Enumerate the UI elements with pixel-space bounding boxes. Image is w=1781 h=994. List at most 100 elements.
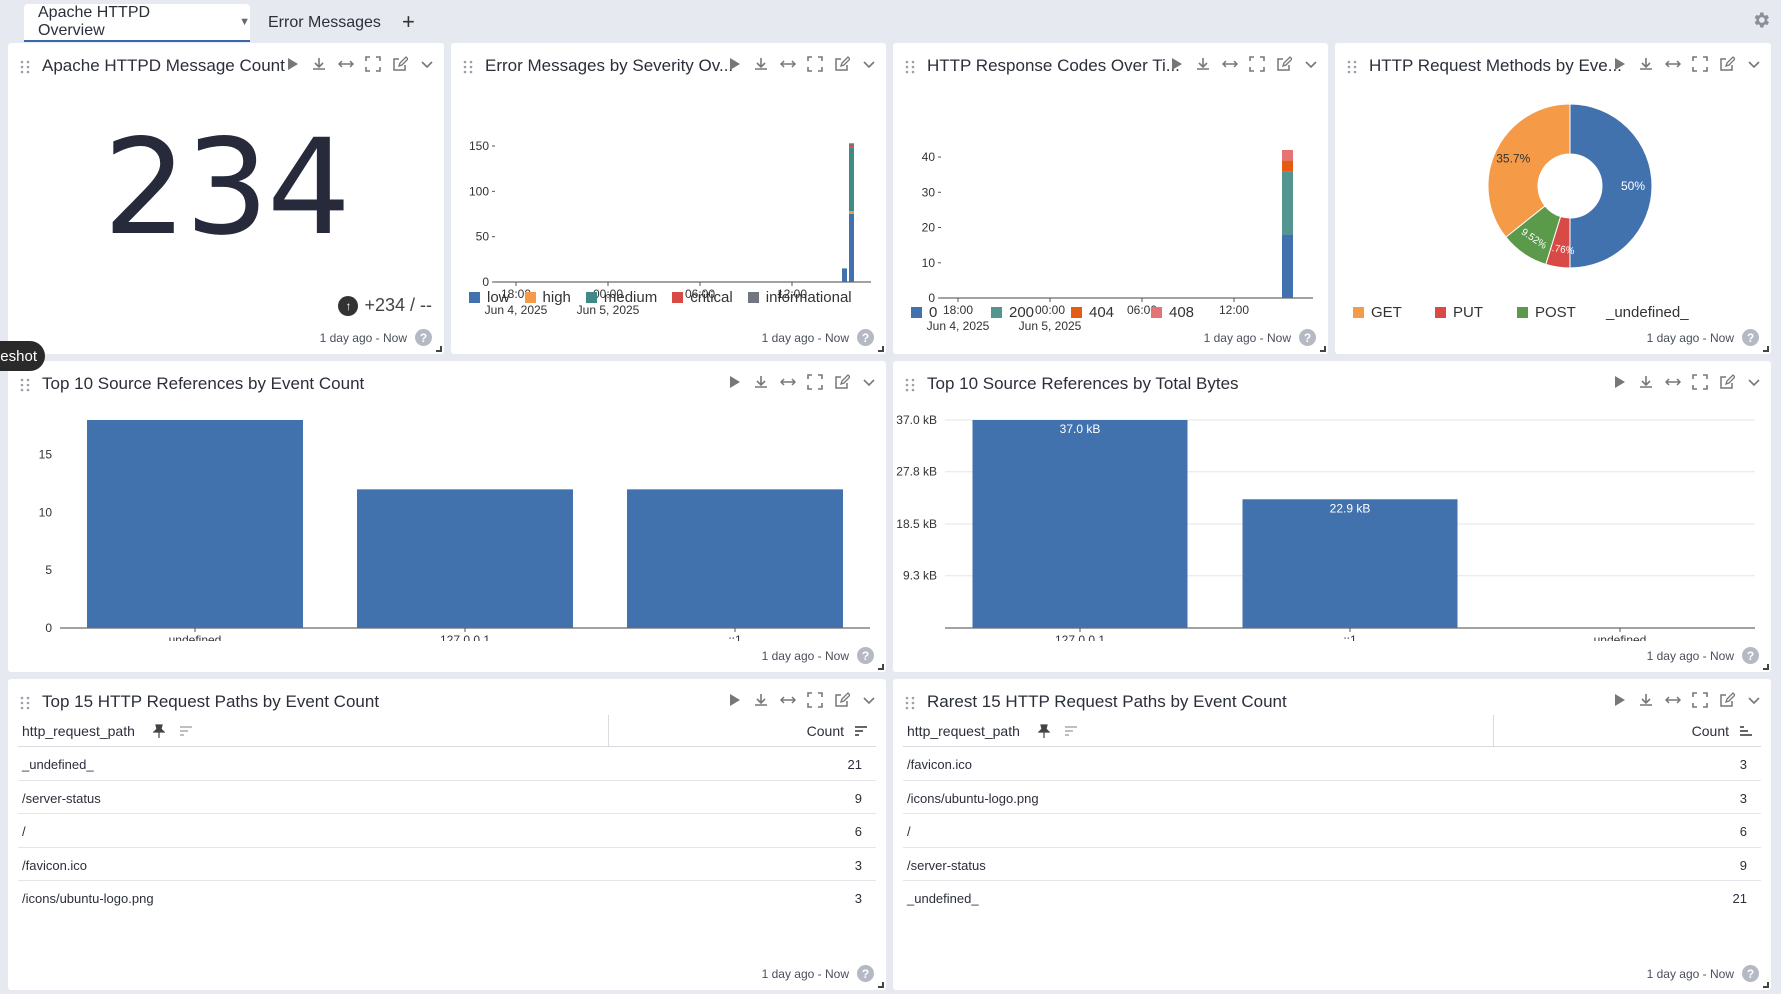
resize-handle[interactable] bbox=[1320, 346, 1326, 352]
drag-handle-icon[interactable] bbox=[905, 378, 915, 392]
legend-item[interactable]: 404 bbox=[1071, 304, 1151, 321]
play-icon[interactable] bbox=[1610, 373, 1628, 391]
fullscreen-icon[interactable] bbox=[1248, 55, 1266, 73]
resize-width-icon[interactable] bbox=[779, 691, 797, 709]
fullscreen-icon[interactable] bbox=[806, 373, 824, 391]
column-header-path[interactable]: http_request_path bbox=[907, 723, 1078, 739]
table-row[interactable]: _undefined_ 21 bbox=[903, 881, 1761, 915]
screenshot-tooltip[interactable]: eshot bbox=[0, 341, 45, 371]
resize-width-icon[interactable] bbox=[1664, 373, 1682, 391]
drag-handle-icon[interactable] bbox=[20, 60, 30, 74]
table-row[interactable]: _undefined_ 21 bbox=[18, 747, 876, 781]
chevron-down-icon[interactable] bbox=[1745, 373, 1763, 391]
table-row[interactable]: /icons/ubuntu-logo.png 3 bbox=[903, 781, 1761, 814]
fullscreen-icon[interactable] bbox=[806, 691, 824, 709]
help-icon[interactable]: ? bbox=[1742, 329, 1759, 346]
fullscreen-icon[interactable] bbox=[1691, 55, 1709, 73]
help-icon[interactable]: ? bbox=[1299, 329, 1316, 346]
download-icon[interactable] bbox=[1637, 55, 1655, 73]
sort-icon[interactable] bbox=[179, 725, 193, 737]
legend-item[interactable]: GET bbox=[1353, 304, 1435, 321]
edit-icon[interactable] bbox=[833, 691, 851, 709]
legend-item[interactable]: 408 bbox=[1151, 304, 1231, 321]
download-icon[interactable] bbox=[1637, 691, 1655, 709]
column-header-count[interactable]: Count bbox=[1692, 723, 1753, 739]
edit-icon[interactable] bbox=[1718, 55, 1736, 73]
download-icon[interactable] bbox=[310, 55, 328, 73]
help-icon[interactable]: ? bbox=[857, 647, 874, 664]
help-icon[interactable]: ? bbox=[857, 965, 874, 982]
play-icon[interactable] bbox=[725, 691, 743, 709]
resize-handle[interactable] bbox=[1763, 982, 1769, 988]
pin-icon[interactable] bbox=[1037, 724, 1050, 738]
legend-item[interactable]: critical bbox=[672, 289, 733, 306]
resize-handle[interactable] bbox=[878, 664, 884, 670]
edit-icon[interactable] bbox=[833, 55, 851, 73]
resize-width-icon[interactable] bbox=[1664, 55, 1682, 73]
chevron-down-icon[interactable] bbox=[418, 55, 436, 73]
resize-handle[interactable] bbox=[1763, 346, 1769, 352]
chevron-down-icon[interactable] bbox=[1302, 55, 1320, 73]
edit-icon[interactable] bbox=[1718, 691, 1736, 709]
legend-item[interactable]: 200 bbox=[991, 304, 1071, 321]
fullscreen-icon[interactable] bbox=[364, 55, 382, 73]
column-header-count[interactable]: Count bbox=[807, 723, 868, 739]
play-icon[interactable] bbox=[1610, 55, 1628, 73]
table-row[interactable]: /server-status 9 bbox=[18, 781, 876, 814]
pin-icon[interactable] bbox=[152, 724, 165, 738]
column-divider[interactable] bbox=[608, 715, 609, 747]
chevron-down-icon[interactable] bbox=[860, 691, 878, 709]
fullscreen-icon[interactable] bbox=[1691, 691, 1709, 709]
chevron-down-icon[interactable] bbox=[1745, 55, 1763, 73]
help-icon[interactable]: ? bbox=[857, 329, 874, 346]
sort-asc-icon[interactable] bbox=[1739, 725, 1753, 737]
download-icon[interactable] bbox=[752, 55, 770, 73]
chevron-down-icon[interactable] bbox=[860, 373, 878, 391]
resize-handle[interactable] bbox=[436, 346, 442, 352]
table-row[interactable]: /favicon.ico 3 bbox=[903, 747, 1761, 781]
play-icon[interactable] bbox=[1610, 691, 1628, 709]
chevron-down-icon[interactable]: ▼ bbox=[239, 16, 250, 28]
column-divider[interactable] bbox=[1493, 715, 1494, 747]
sort-icon[interactable] bbox=[1064, 725, 1078, 737]
drag-handle-icon[interactable] bbox=[463, 60, 473, 74]
resize-width-icon[interactable] bbox=[1221, 55, 1239, 73]
table-row[interactable]: /6 bbox=[903, 814, 1761, 848]
edit-icon[interactable] bbox=[1718, 373, 1736, 391]
download-icon[interactable] bbox=[1194, 55, 1212, 73]
fullscreen-icon[interactable] bbox=[806, 55, 824, 73]
table-row[interactable]: /6 bbox=[18, 814, 876, 848]
sort-desc-icon[interactable] bbox=[854, 725, 868, 737]
edit-icon[interactable] bbox=[391, 55, 409, 73]
tab-apache-httpd-overview[interactable]: Apache HTTPD Overview ▼ bbox=[24, 4, 250, 42]
legend-item[interactable]: 0 bbox=[911, 304, 991, 321]
chevron-down-icon[interactable] bbox=[860, 55, 878, 73]
help-icon[interactable]: ? bbox=[1742, 965, 1759, 982]
edit-icon[interactable] bbox=[1275, 55, 1293, 73]
play-icon[interactable] bbox=[283, 55, 301, 73]
play-icon[interactable] bbox=[1167, 55, 1185, 73]
drag-handle-icon[interactable] bbox=[905, 60, 915, 74]
drag-handle-icon[interactable] bbox=[20, 696, 30, 710]
gear-icon[interactable] bbox=[1751, 10, 1771, 30]
help-icon[interactable]: ? bbox=[1742, 647, 1759, 664]
legend-item[interactable]: _undefined_ bbox=[1599, 304, 1689, 321]
download-icon[interactable] bbox=[1637, 373, 1655, 391]
legend-item[interactable]: informational bbox=[747, 289, 852, 306]
add-tab-button[interactable]: + bbox=[402, 9, 415, 34]
resize-width-icon[interactable] bbox=[1664, 691, 1682, 709]
help-icon[interactable]: ? bbox=[415, 329, 432, 346]
resize-width-icon[interactable] bbox=[779, 55, 797, 73]
tab-error-messages[interactable]: Error Messages bbox=[268, 4, 381, 42]
table-row[interactable]: /icons/ubuntu-logo.png 3 bbox=[18, 881, 876, 915]
resize-handle[interactable] bbox=[878, 346, 884, 352]
edit-icon[interactable] bbox=[833, 373, 851, 391]
legend-item[interactable]: low bbox=[469, 289, 510, 306]
legend-item[interactable]: PUT bbox=[1435, 304, 1517, 321]
download-icon[interactable] bbox=[752, 691, 770, 709]
play-icon[interactable] bbox=[725, 55, 743, 73]
drag-handle-icon[interactable] bbox=[20, 378, 30, 392]
legend-item[interactable]: medium bbox=[585, 289, 657, 306]
drag-handle-icon[interactable] bbox=[905, 696, 915, 710]
table-row[interactable]: /server-status 9 bbox=[903, 848, 1761, 881]
